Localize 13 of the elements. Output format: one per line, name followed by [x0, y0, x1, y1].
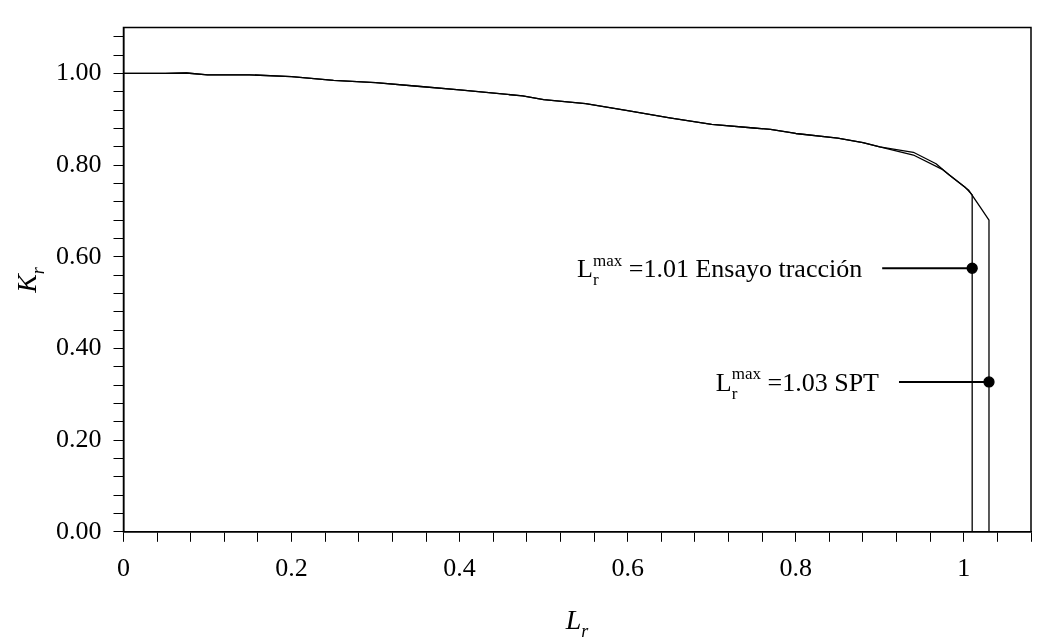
y-axis-title: Kr — [11, 266, 49, 294]
y-tick-label: 0.00 — [56, 515, 102, 545]
y-tick-label: 0.80 — [56, 148, 102, 178]
x-tick-label: 0.2 — [275, 553, 308, 583]
x-tick-label: 0.8 — [779, 553, 812, 583]
y-tick-label: 0.20 — [56, 423, 102, 453]
x-tick-label: 0.4 — [443, 553, 476, 583]
y-tick-label: 0.60 — [56, 240, 102, 270]
y-tick-label: 0.40 — [56, 332, 102, 362]
x-tick-label: 1 — [957, 553, 971, 583]
x-tick-label: 0 — [117, 553, 130, 583]
y-tick-label: 1.00 — [56, 57, 102, 87]
x-tick-label: 0.6 — [611, 553, 644, 583]
